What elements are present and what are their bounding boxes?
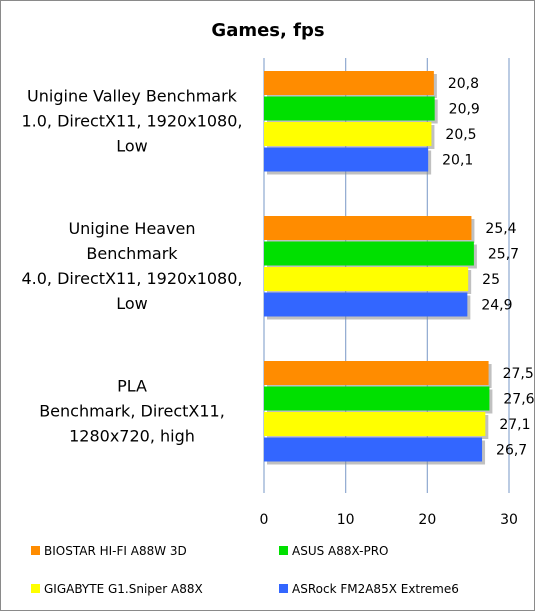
data-label: 27,1	[499, 417, 530, 433]
bar	[264, 386, 490, 411]
data-label: 27,6	[503, 392, 534, 408]
data-label: 25	[482, 272, 500, 288]
bar	[264, 412, 486, 436]
x-tick-label: 0	[260, 512, 269, 528]
bar	[264, 437, 483, 462]
bar	[264, 122, 432, 146]
bar	[264, 292, 468, 317]
chart-title: Games, fps	[211, 20, 324, 41]
data-label: 27,5	[503, 366, 534, 382]
legend-label: BIOSTAR HI-FI A88W 3D	[44, 544, 187, 558]
bar	[264, 216, 472, 240]
data-label: 20,5	[445, 127, 476, 143]
data-label: 24,9	[481, 298, 512, 314]
legend-label: GIGABYTE G1.Sniper A88X	[44, 582, 203, 596]
legend-swatch	[31, 584, 40, 593]
data-label: 20,9	[449, 102, 480, 118]
x-tick-label: 10	[337, 512, 355, 528]
x-tick-label: 30	[500, 512, 518, 528]
legend-label: ASRock FM2A85X Extreme6	[292, 582, 459, 596]
bar	[264, 147, 429, 172]
legend-swatch	[31, 546, 40, 555]
legend-swatch	[279, 546, 288, 555]
data-label: 25,4	[485, 221, 516, 237]
legend-label: ASUS A88X-PRO	[292, 544, 389, 558]
bar	[264, 96, 435, 121]
category-label: Unigine Valley Benchmark 1.0, DirectX11, …	[21, 86, 242, 155]
bar	[264, 71, 434, 95]
x-tick-label: 20	[418, 512, 436, 528]
data-label: 25,7	[488, 247, 519, 263]
legend-swatch	[279, 584, 288, 593]
data-label: 26,7	[496, 443, 527, 459]
data-label: 20,1	[442, 153, 473, 169]
category-label: Unigine Heaven Benchmark 4.0, DirectX11, 1…	[21, 219, 242, 313]
bar	[264, 267, 469, 291]
bar	[264, 361, 489, 385]
category-label: PLA Benchmark, DirectX11, 1280x720, high	[39, 376, 225, 445]
data-label: 20,8	[448, 76, 479, 92]
bar	[264, 241, 474, 266]
